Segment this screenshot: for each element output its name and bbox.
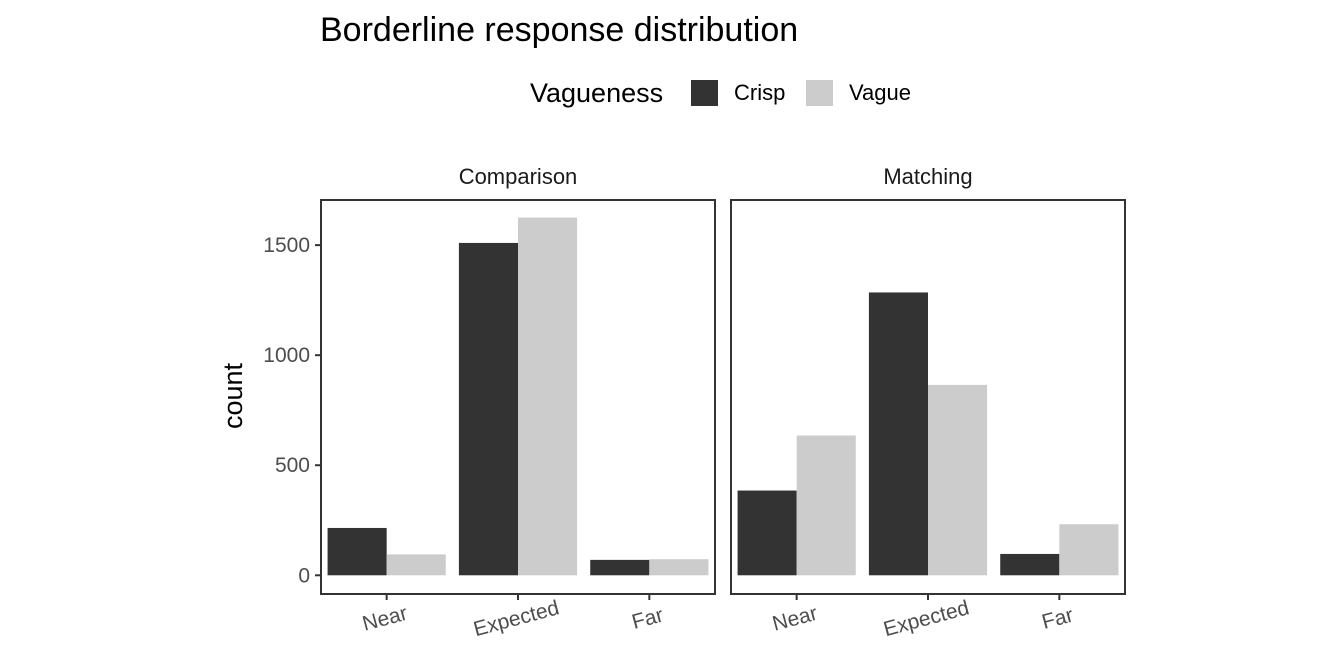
y-tick-label: 1000 <box>263 344 310 367</box>
x-tick-label: Far <box>1039 604 1075 634</box>
legend-key-vague <box>806 80 833 106</box>
legend: Vagueness Crisp Vague <box>530 78 911 108</box>
bar-matching-near-crisp <box>737 490 797 576</box>
x-tick-label: Near <box>770 602 820 636</box>
bar-matching-far-vague <box>1059 524 1119 576</box>
y-tick-label: 0 <box>298 564 310 587</box>
y-tick-label: 1500 <box>263 234 310 257</box>
facet-label-matching: Matching <box>883 164 972 189</box>
bar-comparison-near-vague <box>386 554 446 576</box>
y-tick-label: 500 <box>275 454 310 477</box>
bar-comparison-expected-vague <box>518 217 578 576</box>
legend-label-crisp: Crisp <box>734 80 785 105</box>
x-tick-label: Far <box>629 604 665 634</box>
facet-panel-comparison: Comparison Near Expected Far 0 500 1000 1500 <box>263 164 716 641</box>
bar-comparison-far-vague <box>649 559 709 576</box>
bar-comparison-expected-crisp <box>458 242 518 576</box>
facet-panel-matching: Matching Near Expected Far <box>730 164 1126 641</box>
bar-matching-expected-crisp <box>868 292 928 576</box>
plot-area: Comparison Near Expected Far 0 500 1000 1500 Mat… <box>263 164 1126 641</box>
bar-matching-expected-vague <box>928 384 988 576</box>
x-tick-label: Near <box>360 602 410 636</box>
bar-comparison-far-crisp <box>590 559 650 576</box>
chart-title: Borderline response distribution <box>320 11 798 49</box>
legend-label-vague: Vague <box>849 80 911 105</box>
bar-matching-near-vague <box>796 435 856 576</box>
bar-comparison-near-crisp <box>327 527 387 576</box>
facet-label-comparison: Comparison <box>459 164 578 189</box>
legend-key-crisp <box>691 80 718 106</box>
legend-title: Vagueness <box>530 78 663 108</box>
bar-matching-far-crisp <box>1000 553 1060 576</box>
x-tick-label: Expected <box>471 596 562 641</box>
y-axis-title: count <box>218 362 248 429</box>
x-tick-label: Expected <box>881 596 972 641</box>
